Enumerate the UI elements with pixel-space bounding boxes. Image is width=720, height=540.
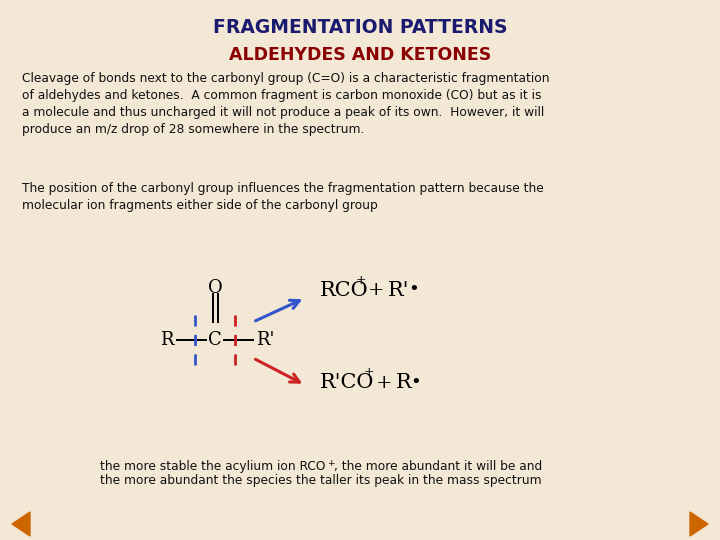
Text: RCO: RCO (320, 280, 369, 300)
Text: •: • (408, 281, 419, 299)
Text: the more abundant the species the taller its peak in the mass spectrum: the more abundant the species the taller… (100, 474, 541, 487)
Polygon shape (12, 512, 30, 536)
Text: +: + (364, 367, 374, 380)
Text: R'CO: R'CO (320, 374, 374, 393)
Text: The position of the carbonyl group influences the fragmentation pattern because : The position of the carbonyl group influ… (22, 182, 544, 212)
Text: , the more abundant it will be and: , the more abundant it will be and (334, 460, 542, 473)
Text: +: + (368, 281, 384, 299)
Text: +: + (376, 374, 392, 392)
Text: O: O (207, 279, 222, 297)
Text: R: R (161, 331, 174, 349)
Text: Cleavage of bonds next to the carbonyl group (C=O) is a characteristic fragmenta: Cleavage of bonds next to the carbonyl g… (22, 72, 549, 136)
Text: FRAGMENTATION PATTERNS: FRAGMENTATION PATTERNS (212, 18, 508, 37)
Text: •: • (410, 374, 420, 392)
Text: +: + (356, 273, 366, 287)
Text: ALDEHYDES AND KETONES: ALDEHYDES AND KETONES (229, 46, 491, 64)
Text: R: R (396, 374, 412, 393)
Text: +: + (327, 459, 335, 468)
Text: the more stable the acylium ion RCO: the more stable the acylium ion RCO (100, 460, 325, 473)
Text: R': R' (388, 280, 410, 300)
Text: C: C (208, 331, 222, 349)
Polygon shape (690, 512, 708, 536)
Text: R': R' (256, 331, 274, 349)
